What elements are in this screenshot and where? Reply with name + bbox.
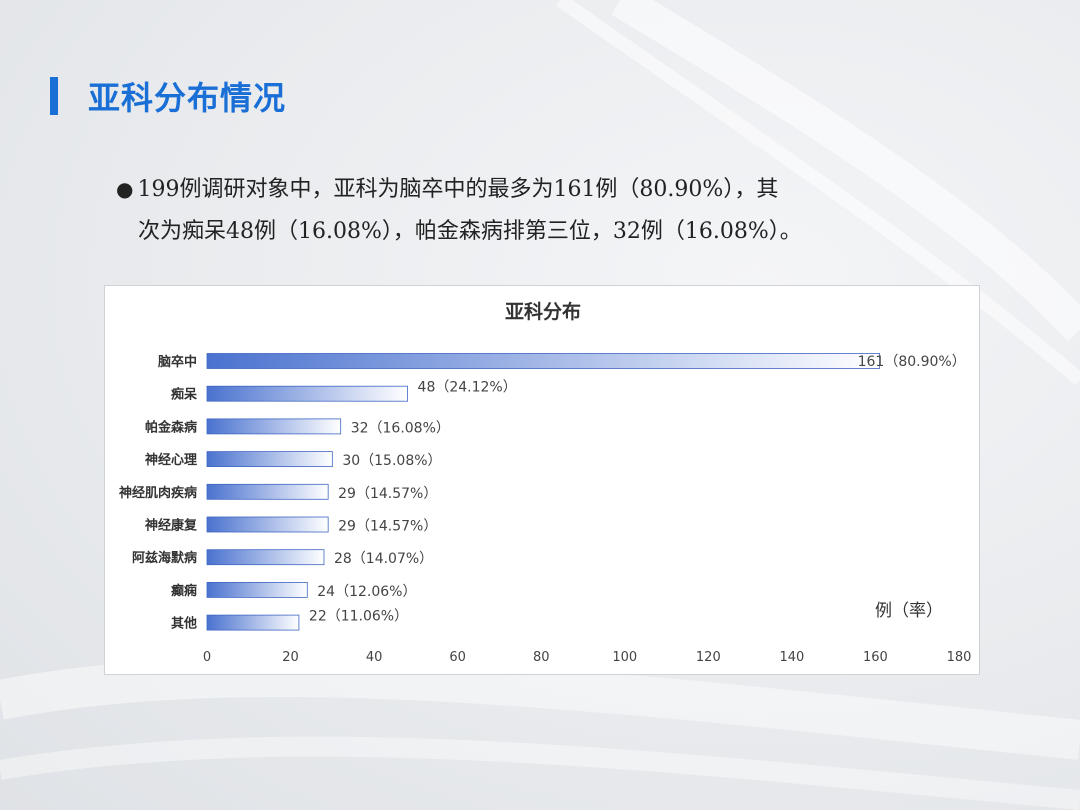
- x-tick-20: 20: [282, 650, 299, 665]
- category-label-6: 阿兹海默病: [132, 550, 197, 566]
- bar-0: [206, 353, 881, 369]
- category-label-2: 帕金森病: [145, 419, 197, 435]
- category-label-3: 神经心理: [145, 452, 197, 468]
- data-label-7: 24（12.06%）: [317, 584, 416, 600]
- x-tick-0: 0: [203, 650, 211, 665]
- heading-accent-bar: [50, 77, 58, 115]
- summary-line-2: 次为痴呆48例（16.08%），帕金森病排第三位，32例（16.08%）。: [138, 219, 802, 244]
- section-heading: 亚科分布情况: [50, 76, 287, 117]
- data-label-0: 161（80.90%）: [858, 354, 966, 370]
- bar-4: [206, 483, 329, 500]
- x-tick-100: 100: [612, 650, 637, 665]
- unit-note: 例（率）: [875, 601, 943, 621]
- x-tick-40: 40: [366, 650, 383, 665]
- summary-line-1: ● 199例调研对象中，亚科为脑卒中的最多为161例（80.90%），其: [116, 177, 779, 202]
- data-label-3: 30（15.08%）: [342, 453, 441, 469]
- x-tick-80: 80: [533, 650, 550, 665]
- x-tick-140: 140: [779, 650, 804, 665]
- data-label-1: 48（24.12%）: [418, 380, 517, 396]
- x-tick-120: 120: [696, 650, 721, 665]
- bar-7: [206, 581, 308, 598]
- bar-8: [206, 614, 300, 631]
- category-label-0: 脑卒中: [158, 354, 197, 370]
- x-tick-60: 60: [449, 650, 466, 665]
- data-label-6: 28（14.07%）: [334, 551, 433, 567]
- bar-chart: 亚科分布 脑卒中痴呆帕金森病神经心理神经肌肉疾病神经康复阿兹海默病癫痫其他 16…: [104, 285, 980, 675]
- data-label-5: 29（14.57%）: [338, 519, 437, 535]
- bar-2: [206, 418, 342, 435]
- bar-3: [206, 451, 333, 468]
- category-label-1: 痴呆: [171, 387, 198, 403]
- data-label-4: 29（14.57%）: [338, 486, 437, 502]
- x-tick-160: 160: [863, 650, 888, 665]
- bar-1: [206, 385, 408, 402]
- summary-text: ● 199例调研对象中，亚科为脑卒中的最多为161例（80.90%），其 次为痴呆…: [116, 168, 996, 253]
- category-label-8: 其他: [171, 616, 197, 632]
- page-title: 亚科分布情况: [88, 79, 287, 117]
- x-tick-180: 180: [947, 650, 972, 665]
- category-label-5: 神经康复: [145, 518, 198, 534]
- data-label-2: 32（16.08%）: [351, 420, 450, 436]
- bar-5: [206, 516, 329, 533]
- bullet-icon: ●: [116, 177, 134, 201]
- category-label-4: 神经肌肉疾病: [119, 485, 197, 501]
- data-label-8: 22（11.06%）: [309, 609, 408, 625]
- bar-6: [206, 549, 325, 566]
- category-label-7: 癫痫: [171, 583, 197, 599]
- chart-title: 亚科分布: [505, 300, 581, 323]
